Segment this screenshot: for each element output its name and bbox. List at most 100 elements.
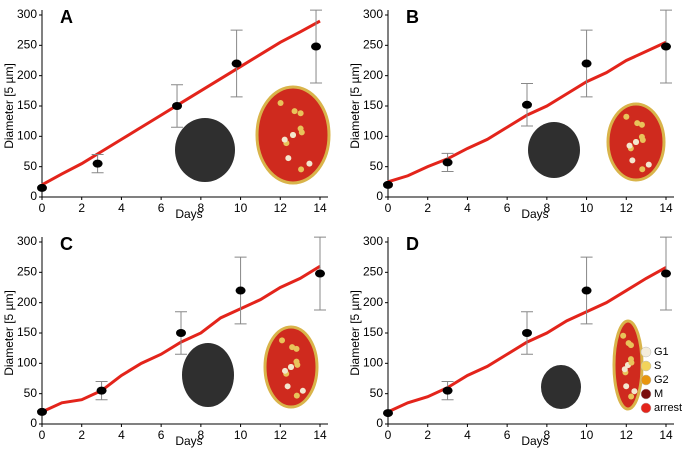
cluster-cell bbox=[627, 342, 634, 349]
data-point bbox=[383, 180, 393, 189]
y-axis-label: Diameter [5 µm] bbox=[348, 63, 362, 149]
cluster-cell bbox=[621, 366, 628, 373]
data-point bbox=[661, 42, 671, 51]
y-tick-label: 150 bbox=[363, 325, 383, 339]
x-tick-label: 14 bbox=[659, 201, 673, 215]
cluster-cell bbox=[298, 129, 305, 136]
panel-label: B bbox=[406, 7, 419, 27]
cluster-cell bbox=[639, 166, 646, 173]
legend-swatch bbox=[640, 388, 652, 400]
y-tick-label: 300 bbox=[17, 234, 37, 248]
y-tick-label: 100 bbox=[17, 356, 37, 370]
cluster-cell bbox=[293, 392, 300, 399]
panel: 0 50 100 150 200 250 300 0 2 4 6 8 10 12 14 Days Diamete… bbox=[2, 234, 328, 448]
y-tick-label: 100 bbox=[363, 356, 383, 370]
x-tick-label: 8 bbox=[544, 201, 551, 215]
y-tick-label: 200 bbox=[17, 68, 37, 82]
y-tick-label: 100 bbox=[17, 129, 37, 143]
legend-label: G1 bbox=[654, 346, 669, 358]
cluster-cell bbox=[631, 388, 638, 395]
y-tick-label: 250 bbox=[363, 265, 383, 279]
cluster-shadow bbox=[528, 122, 580, 178]
y-tick-label: 0 bbox=[30, 189, 37, 203]
x-axis-label: Days bbox=[521, 207, 548, 221]
x-tick-label: 0 bbox=[385, 428, 392, 442]
legend-label: S bbox=[654, 360, 661, 372]
x-axis-label: Days bbox=[175, 434, 202, 448]
data-point bbox=[37, 183, 47, 192]
y-tick-label: 150 bbox=[17, 98, 37, 112]
x-tick-label: 12 bbox=[620, 201, 634, 215]
cluster-cell bbox=[299, 387, 306, 394]
y-axis-label: Diameter [5 µm] bbox=[2, 63, 16, 149]
x-tick-label: 6 bbox=[504, 201, 511, 215]
x-tick-label: 2 bbox=[78, 428, 85, 442]
data-point bbox=[231, 59, 242, 68]
legend-label: M bbox=[654, 388, 663, 400]
x-tick-label: 14 bbox=[313, 428, 327, 442]
y-tick-label: 150 bbox=[17, 325, 37, 339]
x-tick-label: 0 bbox=[39, 428, 46, 442]
cluster-shadow bbox=[541, 365, 581, 409]
cluster-cell bbox=[626, 142, 633, 149]
cluster-cell bbox=[288, 364, 294, 370]
y-tick-label: 150 bbox=[363, 98, 383, 112]
data-point bbox=[581, 59, 592, 68]
panel-label: C bbox=[60, 234, 73, 254]
y-axis-label: Diameter [5 µm] bbox=[2, 290, 16, 376]
cluster-cell bbox=[620, 332, 627, 339]
cluster-cell bbox=[623, 113, 630, 120]
x-tick-label: 0 bbox=[385, 201, 392, 215]
y-axis-label: Diameter [5 µm] bbox=[348, 290, 362, 376]
y-tick-label: 0 bbox=[376, 416, 383, 430]
y-tick-label: 250 bbox=[17, 265, 37, 279]
y-tick-label: 300 bbox=[363, 234, 383, 248]
cluster-cell bbox=[629, 157, 636, 164]
cluster-cell bbox=[277, 100, 284, 107]
x-tick-label: 4 bbox=[464, 201, 471, 215]
cluster-cell bbox=[290, 132, 296, 138]
x-tick-label: 6 bbox=[158, 201, 165, 215]
data-point bbox=[661, 269, 671, 278]
model-line bbox=[41, 19, 321, 187]
cluster-cell bbox=[298, 166, 305, 173]
x-tick-label: 10 bbox=[580, 428, 594, 442]
x-tick-label: 14 bbox=[313, 201, 327, 215]
panel: 0 50 100 150 200 250 300 0 2 4 6 8 10 12 14 Days Diamete… bbox=[348, 234, 682, 448]
x-tick-label: 14 bbox=[659, 428, 673, 442]
cluster-cell bbox=[645, 161, 652, 168]
data-point bbox=[37, 407, 47, 416]
cluster-cell bbox=[279, 337, 286, 344]
x-tick-label: 10 bbox=[234, 201, 248, 215]
cluster-cell bbox=[293, 345, 300, 352]
panel-label: D bbox=[406, 234, 419, 254]
y-tick-label: 250 bbox=[363, 38, 383, 52]
x-tick-label: 4 bbox=[118, 428, 125, 442]
y-tick-label: 50 bbox=[24, 386, 38, 400]
cluster-cell bbox=[639, 136, 646, 143]
x-tick-label: 12 bbox=[620, 428, 634, 442]
data-point bbox=[96, 386, 107, 395]
x-tick-label: 2 bbox=[78, 201, 85, 215]
legend-label: arrest bbox=[654, 402, 682, 414]
cluster-cell bbox=[634, 120, 641, 127]
cluster-shadow bbox=[182, 343, 234, 407]
y-tick-label: 300 bbox=[363, 7, 383, 21]
x-tick-label: 4 bbox=[118, 201, 125, 215]
data-point bbox=[442, 386, 453, 395]
data-point bbox=[172, 102, 183, 110]
y-tick-label: 50 bbox=[24, 159, 38, 173]
x-tick-label: 8 bbox=[198, 428, 205, 442]
cluster-shadow bbox=[175, 118, 235, 182]
panel: 0 50 100 150 200 250 300 0 2 4 6 8 10 12 14 Days Diamete… bbox=[348, 7, 674, 221]
cluster-cell bbox=[294, 361, 301, 368]
x-tick-label: 12 bbox=[274, 201, 288, 215]
cluster-cell bbox=[281, 136, 288, 143]
legend-swatch bbox=[640, 360, 652, 372]
data-point bbox=[176, 329, 186, 337]
data-point bbox=[581, 286, 592, 295]
x-tick-label: 2 bbox=[424, 428, 431, 442]
x-axis-label: Days bbox=[175, 207, 202, 221]
panel-label: A bbox=[60, 7, 73, 27]
cluster-cell bbox=[284, 383, 291, 390]
